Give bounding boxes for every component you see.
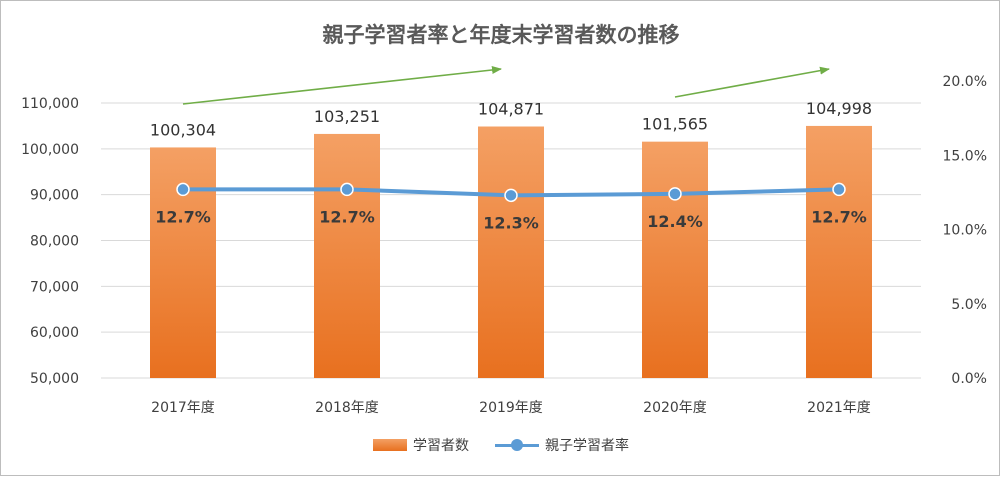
legend-swatch-bar (373, 439, 407, 451)
line-marker (340, 182, 354, 197)
y-left-tick-label: 60,000 (30, 325, 79, 341)
bar-value-label: 103,251 (314, 107, 380, 126)
line-marker (668, 187, 682, 201)
legend-label-line-series: 親子学習者率 (545, 438, 629, 454)
rate-value-label: 12.7% (319, 207, 375, 226)
bar (642, 141, 708, 378)
y-left-tick-label: 90,000 (30, 188, 79, 204)
x-category-label: 2017年度 (151, 400, 215, 416)
bar-value-label: 104,998 (806, 99, 872, 118)
bar (150, 147, 216, 378)
legend-item-bar-series: 学習者数 (373, 435, 469, 455)
x-category-label: 2021年度 (807, 400, 871, 416)
x-category-label: 2019年度 (479, 400, 543, 416)
bar (314, 133, 380, 378)
line-marker (832, 182, 846, 197)
y-left-tick-label: 100,000 (21, 142, 79, 158)
rate-value-label: 12.7% (155, 207, 211, 226)
y-left-tick-label: 80,000 (30, 234, 79, 250)
rate-value-label: 12.3% (483, 213, 539, 232)
y-right-tick-label: 15.0% (943, 148, 987, 164)
trend-arrow (182, 66, 502, 105)
chart-title: 親子学習者率と年度末学習者数の推移 (322, 23, 680, 47)
y-right-tick-label: 0.0% (951, 371, 987, 387)
chart-legend: 学習者数 親子学習者率 (1, 433, 1000, 457)
trend-arrow (674, 66, 830, 98)
legend-label-bar-series: 学習者数 (413, 438, 469, 454)
rate-value-label: 12.7% (811, 207, 867, 226)
bar-value-label: 100,304 (150, 120, 216, 139)
x-category-label: 2020年度 (643, 400, 707, 416)
bar-value-label: 104,871 (478, 100, 544, 119)
bar (478, 126, 544, 378)
x-category-label: 2018年度 (315, 400, 379, 416)
y-left-tick-label: 70,000 (30, 279, 79, 295)
bar-value-label: 101,565 (642, 115, 708, 134)
line-marker (504, 188, 518, 203)
rate-value-label: 12.4% (647, 212, 703, 231)
legend-swatch-line (495, 439, 539, 451)
y-right-tick-label: 20.0% (943, 74, 987, 90)
legend-item-line-series: 親子学習者率 (495, 435, 629, 455)
y-right-tick-label: 5.0% (951, 297, 987, 313)
y-left-tick-label: 50,000 (30, 371, 79, 387)
line-marker (176, 182, 190, 197)
y-right-tick-label: 10.0% (943, 223, 987, 239)
bar (806, 125, 872, 378)
y-left-tick-label: 110,000 (21, 96, 79, 112)
